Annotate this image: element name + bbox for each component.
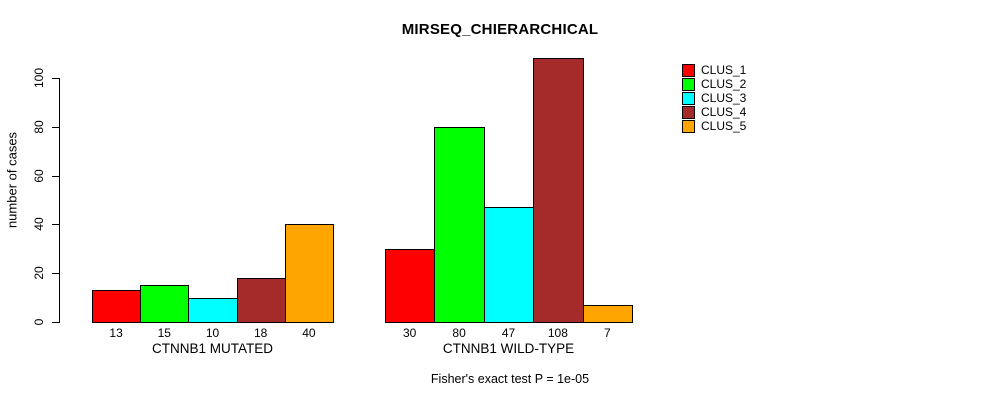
legend-label: CLUS_5 [701,119,747,133]
bar-value-label: 10 [205,326,220,340]
bar-value-label: 18 [254,326,268,340]
bar-value-label: 30 [403,326,417,340]
bar-clus_1-ctnnb1-mutated [92,290,142,323]
bar-value-label: 13 [109,326,123,340]
legend-item: CLUS_5 [682,119,812,133]
y-axis-tick-label: 100 [32,67,46,89]
bar-clus_1-ctnnb1-wild-type [385,248,436,323]
legend-swatch-clus_3 [682,92,695,105]
y-axis-line [59,78,60,323]
legend: CLUS_1 CLUS_2 CLUS_3 CLUS_4 CLUS_5 [682,63,812,133]
y-axis-tick-label: 20 [32,266,46,280]
legend-label: CLUS_1 [701,63,747,77]
legend-swatch-clus_1 [682,64,695,77]
legend-item: CLUS_3 [682,91,812,105]
legend-swatch-clus_2 [682,78,695,91]
legend-item: CLUS_2 [682,77,812,91]
y-axis-tick-label: 60 [32,168,46,183]
y-axis-tick [52,224,59,226]
legend-label: CLUS_3 [701,91,747,105]
y-axis-tick [52,273,59,275]
bar-clus_3-ctnnb1-mutated [188,297,238,323]
bar-clus_2-ctnnb1-wild-type [434,126,485,323]
y-axis-tick [52,322,59,323]
legend-swatch-clus_4 [682,106,695,119]
bar-value-label: 7 [603,326,611,340]
bar-clus_4-ctnnb1-mutated [236,278,286,323]
bar-clus_2-ctnnb1-mutated [140,285,190,323]
bar-clus_3-ctnnb1-wild-type [483,207,535,323]
legend-label: CLUS_4 [701,105,747,119]
y-axis-tick-label: 0 [32,318,46,326]
legend-item: CLUS_1 [682,63,812,77]
x-group-label: CTNNB1 WILD-TYPE [442,341,575,356]
footnote: Fisher's exact test P = 1e-05 [430,372,590,386]
bar-clus_5-ctnnb1-wild-type [582,304,633,323]
bar-value-label: 108 [547,326,568,340]
bar-clus_4-ctnnb1-wild-type [533,58,584,323]
bar-value-label: 40 [302,326,316,340]
bar-value-label: 47 [501,326,516,340]
bar-clus_5-ctnnb1-mutated [284,224,334,323]
y-axis-tick-label: 40 [32,217,46,232]
y-axis-label: number of cases [4,131,20,229]
x-group-label: CTNNB1 MUTATED [152,341,273,356]
y-axis-tick [52,78,59,79]
y-axis-tick-label: 80 [32,120,46,134]
legend-label: CLUS_2 [701,77,747,91]
y-axis-tick [52,126,59,128]
bar-value-label: 15 [157,326,171,340]
legend-item: CLUS_4 [682,105,812,119]
legend-swatch-clus_5 [682,120,695,133]
chart-title: MIRSEQ_CHIERARCHICAL [401,21,599,38]
bar-value-label: 80 [452,326,466,340]
y-axis-tick [52,175,59,177]
